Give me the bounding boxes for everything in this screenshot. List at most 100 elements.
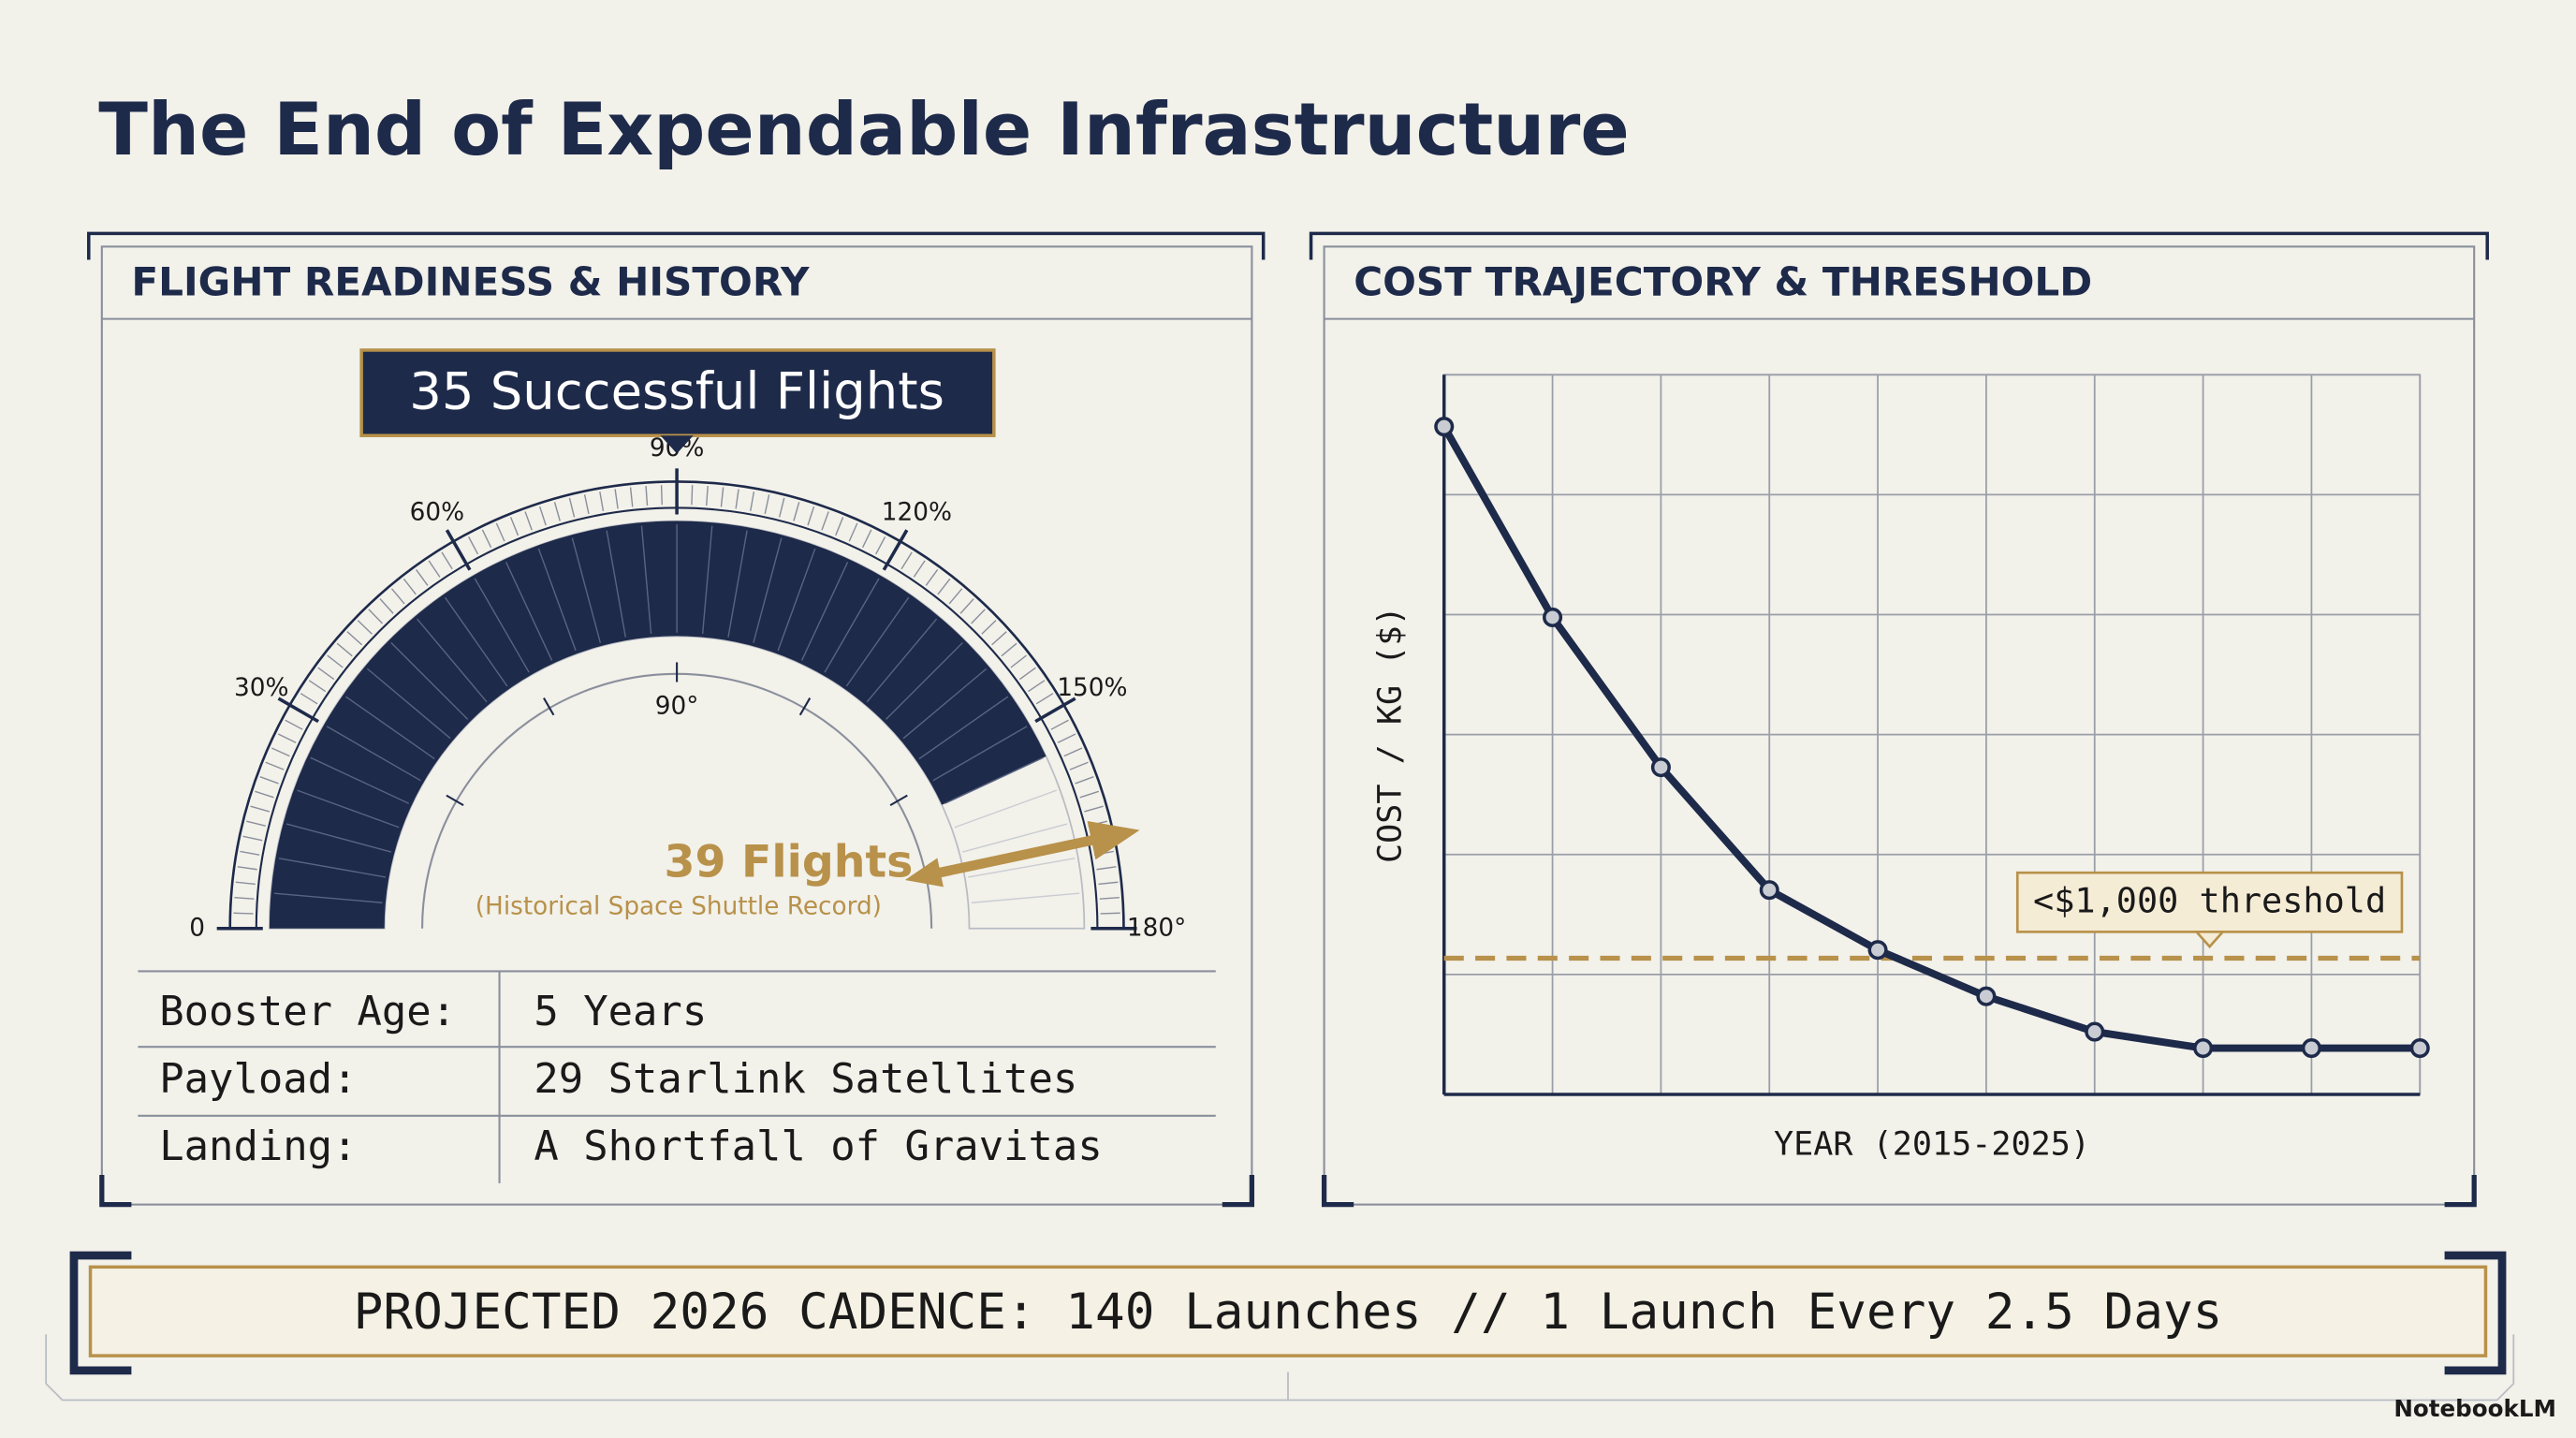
table-cell: Landing: — [159, 1123, 357, 1170]
gauge-minor-tick — [368, 609, 384, 624]
gauge-minor-tick — [645, 486, 649, 506]
gauge-spoke — [285, 823, 392, 853]
headline: 35 Successful Flights — [409, 361, 944, 420]
gauge-spoke — [777, 548, 816, 652]
right-panel — [1309, 231, 2489, 1208]
gauge-minor-tick — [1099, 897, 1120, 900]
gauge-spoke — [753, 537, 783, 643]
gauge-spoke — [902, 668, 988, 740]
gauge-tick-label: 180° — [1127, 914, 1186, 942]
gauge-spoke — [954, 789, 1058, 829]
gauge-minor-tick — [1001, 642, 1017, 657]
gauge-spoke — [537, 548, 577, 652]
gauge-tick-label: 0 — [189, 914, 205, 942]
gauge-minor-tick — [336, 642, 353, 657]
gauge-minor-tick — [495, 522, 505, 542]
gauge-major-tick — [277, 697, 319, 724]
gauge-minor-tick — [720, 487, 724, 507]
data-point — [2301, 1038, 2321, 1059]
gauge-minor-tick — [259, 776, 279, 785]
gauge-tick-label: 60% — [410, 498, 464, 526]
gauge-minor-tick — [390, 588, 405, 605]
footer-brand: NotebookLM — [2393, 1395, 2556, 1422]
threshold-label: <$1,000 threshold — [2033, 880, 2386, 920]
gauge-minor-tick — [327, 654, 344, 668]
gauge-minor-tick — [925, 568, 939, 586]
gauge-minor-tick — [835, 517, 844, 536]
gauge-minor-tick — [1096, 866, 1117, 871]
gauge-spoke — [944, 756, 1044, 804]
gauge-spoke — [918, 696, 1009, 760]
gauge-minor-tick — [246, 820, 266, 827]
gauge-minor-tick — [1057, 733, 1076, 743]
gauge-spoke — [278, 858, 387, 878]
gauge-minor-tick — [481, 529, 492, 549]
threshold-label-pointer — [2193, 931, 2226, 949]
x-axis-label: YEAR (2015-2025) — [1774, 1124, 2090, 1163]
gauge-minor-tick — [1098, 881, 1119, 886]
gauge-minor-tick — [271, 747, 290, 757]
table-cell: Booster Age: — [159, 988, 456, 1035]
gauge-tick-label: 120% — [882, 498, 952, 526]
gauge-spoke — [366, 668, 451, 740]
cost-line — [1441, 424, 2421, 1052]
table-cell: 29 Starlink Satellites — [534, 1055, 1077, 1103]
gauge-spoke — [444, 596, 508, 687]
gauge-spoke — [417, 618, 488, 703]
spec-table — [138, 970, 1216, 1183]
gauge-minor-tick — [233, 912, 254, 915]
gauge-minor-tick — [468, 536, 479, 555]
gauge-inner-tick — [889, 794, 908, 807]
gauge-minor-tick — [1075, 776, 1094, 785]
gauge-minor-tick — [379, 598, 394, 614]
gauge-minor-tick — [861, 529, 872, 549]
gauge-minor-tick — [1028, 680, 1046, 693]
gauge-minor-tick — [242, 835, 263, 842]
gauge-minor-tick — [441, 551, 453, 570]
gauge-minor-tick — [234, 897, 255, 900]
gauge-spoke — [326, 726, 421, 782]
gauge-minor-tick — [277, 733, 297, 743]
gauge-minor-tick — [793, 502, 800, 521]
gauge-inner-tick — [446, 794, 464, 807]
gauge-spoke — [310, 756, 410, 804]
gauge-minor-tick — [265, 761, 285, 770]
gauge-minor-tick — [629, 487, 634, 507]
headline-box — [359, 348, 996, 437]
gauge-minor-tick — [300, 693, 318, 705]
gauge-minor-tick — [1035, 693, 1054, 705]
gauge-tick-label: 150% — [1057, 674, 1127, 702]
banner-text: PROJECTED 2026 CADENCE: 140 Launches // … — [354, 1284, 2223, 1341]
gauge-minor-tick — [250, 805, 271, 813]
gauge-spoke — [297, 789, 400, 829]
data-point — [1434, 417, 1455, 437]
gauge-minor-tick — [524, 511, 533, 531]
gauge-spoke — [932, 726, 1028, 782]
gauge-minor-tick — [1010, 654, 1027, 668]
gauge-minor-tick — [660, 485, 664, 506]
gauge-minor-tick — [509, 517, 520, 536]
left-panel — [87, 231, 1266, 1208]
gauge-spoke — [971, 892, 1080, 903]
data-point — [2193, 1038, 2214, 1059]
gauge-minor-tick — [614, 489, 619, 509]
data-point — [1650, 757, 1671, 778]
gauge-minor-tick — [1069, 761, 1089, 770]
table-cell: 5 Years — [534, 988, 707, 1035]
gauge-tick-label: 30% — [234, 674, 288, 702]
gauge-minor-tick — [981, 620, 997, 635]
gauge-minor-tick — [583, 494, 590, 515]
gauge-spoke — [962, 823, 1068, 853]
gauge-minor-tick — [285, 719, 303, 730]
gauge-minor-tick — [691, 485, 694, 506]
data-point — [2085, 1021, 2105, 1042]
gauge-minor-tick — [1100, 912, 1120, 915]
gauge-spoke — [273, 892, 383, 903]
gauge-minor-tick — [308, 680, 327, 693]
gauge-minor-tick — [255, 790, 274, 799]
gauge-spoke — [390, 641, 469, 720]
gauge-inner-tick — [798, 697, 812, 716]
gauge-minor-tick — [991, 631, 1007, 646]
gauge-spoke — [640, 525, 652, 635]
gauge-minor-tick — [807, 506, 815, 526]
